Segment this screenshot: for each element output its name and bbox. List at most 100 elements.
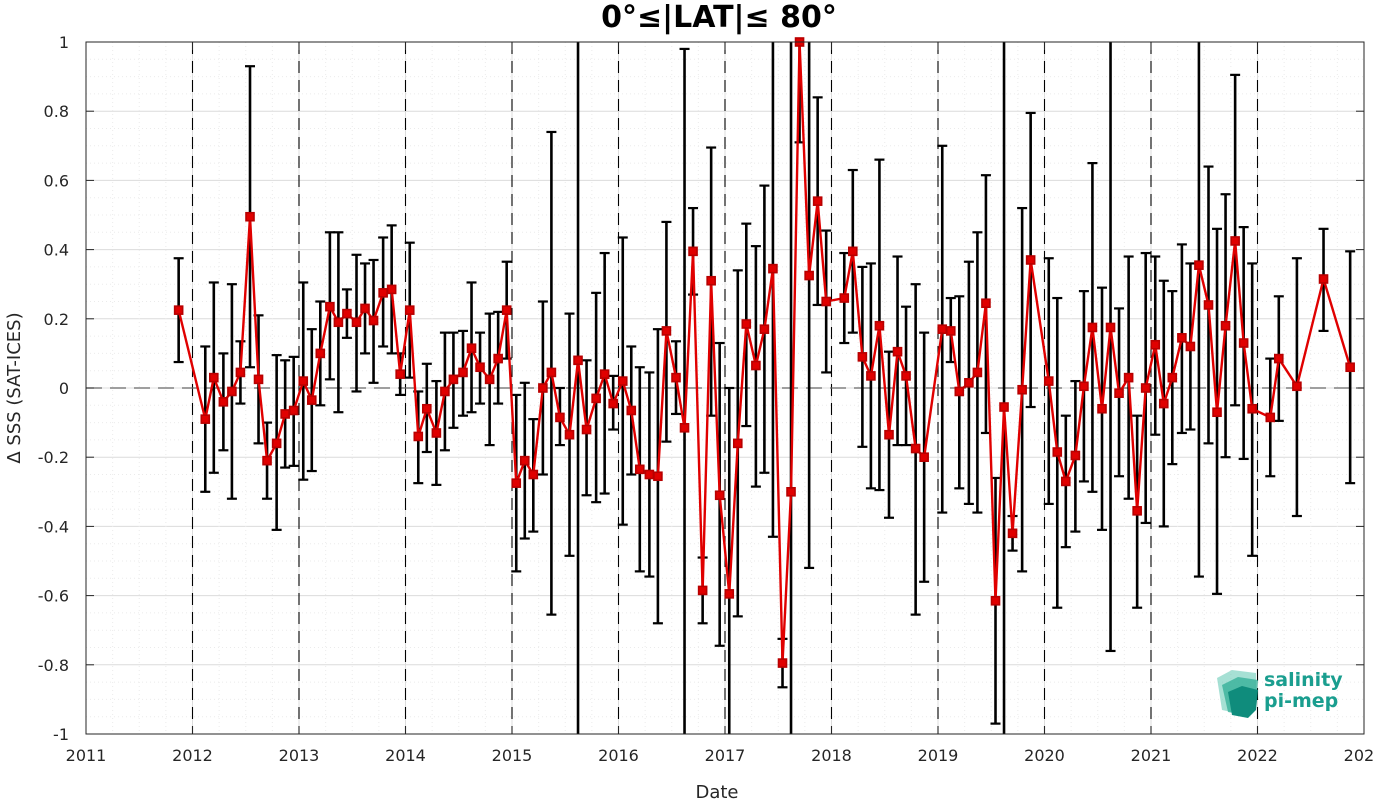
data-point-marker: [519, 455, 530, 466]
logo-line-2: pi-mep: [1264, 690, 1338, 712]
y-tick-label: 0.6: [44, 171, 69, 190]
y-axis-title: Δ SSS (SAT-ICES): [4, 312, 25, 463]
data-point-marker: [671, 372, 681, 383]
data-point-marker: [777, 658, 788, 668]
data-point-marker: [884, 429, 894, 440]
data-point-marker: [1123, 372, 1134, 383]
y-tick-label: 0.8: [44, 102, 69, 121]
data-point-marker: [235, 367, 246, 378]
data-point-marker: [679, 422, 690, 433]
data-point-marker: [999, 402, 1009, 412]
data-point-marker: [874, 320, 885, 331]
data-point-marker: [1318, 274, 1329, 284]
data-point-marker: [981, 298, 991, 309]
data-point-marker: [1230, 236, 1240, 246]
data-markers: [173, 37, 1355, 668]
data-point-marker: [1079, 381, 1089, 392]
x-tick-label: 2020: [1024, 746, 1065, 765]
data-point-marker: [937, 324, 948, 334]
data-point-marker: [253, 374, 264, 385]
data-point-marker: [945, 326, 956, 336]
data-point-marker: [511, 478, 522, 488]
data-point-marker: [1203, 300, 1214, 310]
data-point-marker: [634, 464, 645, 475]
data-point-marker: [954, 386, 965, 397]
data-point-marker: [262, 455, 272, 466]
data-point-marker: [599, 369, 610, 379]
data-point-marker: [866, 371, 876, 381]
data-point-marker: [821, 296, 831, 307]
data-point-marker: [919, 452, 929, 463]
x-tick-label: 2016: [598, 746, 639, 765]
data-point-marker: [271, 438, 282, 449]
axis-ticks: [85, 41, 1365, 735]
data-point-marker: [528, 469, 539, 480]
x-tick-label: 2017: [705, 746, 746, 765]
data-point-marker: [493, 353, 503, 364]
data-point-marker: [555, 412, 565, 423]
data-point-marker: [1292, 381, 1302, 392]
data-point-marker: [741, 319, 752, 329]
x-tick-labels: 2011 2012 2013 2014 2015 2016 2017 2018 2019 2020…: [66, 746, 1375, 765]
salinity-pi-mep-logo: salinity pi-mep: [1217, 669, 1343, 718]
y-tick-label: -0.4: [38, 517, 69, 536]
data-point-marker: [1185, 341, 1196, 352]
x-tick-label: 2011: [66, 746, 107, 765]
data-point-marker: [440, 386, 450, 397]
data-point-marker: [732, 438, 743, 449]
data-point-marker: [546, 367, 557, 378]
data-point-marker: [1247, 403, 1257, 414]
logo-line-1: salinity: [1264, 669, 1343, 691]
data-point-marker: [227, 386, 237, 397]
data-point-marker: [688, 246, 698, 257]
data-point-marker: [280, 409, 290, 419]
data-point-marker: [751, 360, 761, 371]
data-point-marker: [804, 270, 814, 281]
data-point-marker: [1345, 362, 1355, 373]
x-tick-label: 2012: [172, 746, 213, 765]
data-point-marker: [173, 305, 184, 315]
data-point-marker: [617, 376, 628, 386]
data-point-marker: [245, 211, 255, 222]
data-point-marker: [1105, 322, 1116, 333]
data-point-marker: [1097, 403, 1107, 414]
data-point-marker: [288, 405, 299, 416]
data-point-marker: [1158, 398, 1169, 409]
data-point-marker: [484, 374, 495, 385]
data-point-marker: [1177, 333, 1187, 343]
data-point-marker: [1274, 353, 1284, 364]
data-point-marker: [653, 471, 663, 482]
data-point-marker: [368, 315, 379, 326]
data-point-marker: [1114, 388, 1124, 398]
data-point-marker: [626, 405, 637, 416]
data-point-marker: [458, 367, 468, 378]
data-point-marker: [839, 293, 850, 303]
x-axis-title: Date: [695, 782, 738, 801]
data-point-marker: [892, 346, 903, 357]
y-tick-label: 0: [59, 379, 69, 398]
x-tick-label: 2013: [279, 746, 320, 765]
data-point-marker: [1220, 320, 1231, 331]
data-point-marker: [990, 595, 1001, 606]
chart-title: 0°≤|LAT|≤ 80°: [601, 0, 837, 35]
data-point-marker: [847, 246, 858, 257]
data-point-marker: [1087, 322, 1098, 333]
data-point-marker: [386, 284, 397, 295]
data-point-marker: [661, 326, 672, 336]
y-tick-label: 0.2: [44, 310, 69, 329]
y-tick-label: 0.4: [44, 241, 69, 260]
data-point-marker: [1194, 260, 1204, 270]
data-point-marker: [1052, 447, 1063, 457]
data-point-marker: [351, 317, 362, 328]
data-point-marker: [431, 428, 442, 438]
data-point-marker: [608, 398, 618, 409]
data-point-marker: [581, 424, 592, 435]
data-point-marker: [466, 343, 477, 354]
x-tick-label: 2022: [1237, 746, 1278, 765]
data-point-marker: [1061, 476, 1071, 487]
y-tick-label: -0.8: [38, 656, 69, 675]
data-point-marker: [714, 490, 725, 501]
data-point-marker: [404, 305, 415, 315]
data-point-marker: [972, 367, 983, 378]
